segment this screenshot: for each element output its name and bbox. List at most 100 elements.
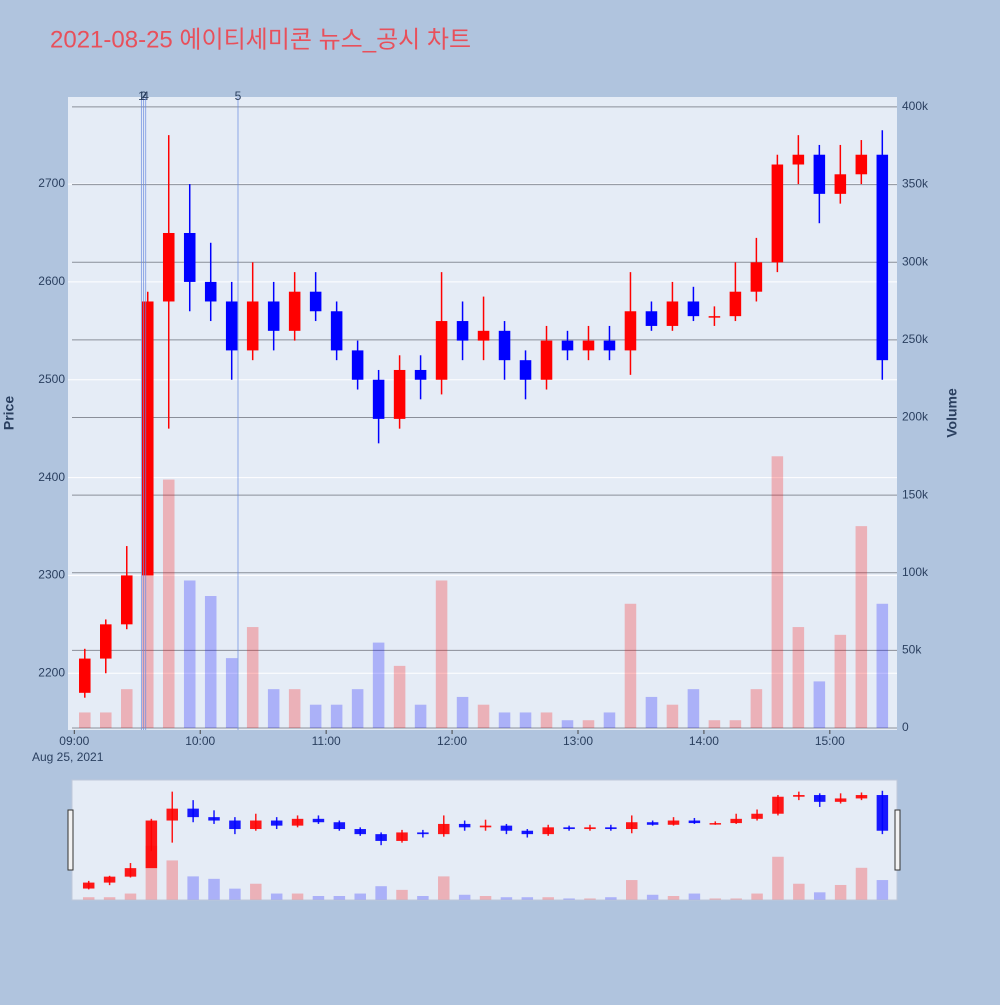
volume-bar <box>79 712 91 728</box>
slider-volume-bar <box>166 860 178 900</box>
candle-body <box>435 321 448 380</box>
candle-body <box>834 174 847 194</box>
candle-body <box>288 291 301 331</box>
volume-bar <box>813 681 826 728</box>
candle-body <box>225 301 238 351</box>
y2-tick-label: 300k <box>902 254 929 268</box>
x-tick-label: 15:00 <box>815 734 845 748</box>
slider-handle[interactable] <box>67 809 74 871</box>
candle-body <box>792 154 805 165</box>
volume-bar <box>204 596 217 728</box>
volume-bar <box>687 689 700 728</box>
y2-tick-label: 200k <box>902 410 929 424</box>
slider-candle-body <box>82 882 95 889</box>
slider-volume-bar <box>772 856 784 900</box>
volume-bar <box>309 704 322 728</box>
x-tick-label: 09:00 <box>59 734 89 748</box>
plot-area <box>68 97 897 730</box>
slider-volume-bar <box>124 893 137 900</box>
slider-candle-body <box>813 795 826 802</box>
slider-handle[interactable] <box>894 809 901 871</box>
volume-bar <box>792 627 805 728</box>
candle-body <box>79 658 91 693</box>
volume-bar <box>708 720 721 728</box>
candle-body <box>183 232 196 282</box>
volume-bar <box>100 712 112 728</box>
slider-volume-bar <box>876 880 889 900</box>
candle-body <box>687 301 700 317</box>
slider-candle-body <box>709 823 722 825</box>
slider-candle-body <box>751 813 763 819</box>
range-slider[interactable] <box>71 779 898 901</box>
candle-body <box>813 154 826 194</box>
y2-tick-label: 0 <box>902 720 909 734</box>
volume-bar <box>267 689 280 728</box>
candle-body <box>729 291 742 317</box>
candle-body <box>582 340 595 351</box>
slider-volume-bar <box>354 893 366 900</box>
slider-candle-body <box>291 818 304 826</box>
y2-tick-label: 350k <box>902 177 929 191</box>
slider-volume-bar <box>626 880 638 900</box>
slider-volume-bar <box>250 883 262 900</box>
volume-bar <box>624 603 637 728</box>
candle-body <box>855 154 868 175</box>
slider-volume-bar <box>312 896 325 900</box>
volume-bar <box>351 689 364 728</box>
slider-volume-bar <box>333 896 346 900</box>
slider-volume-bar <box>500 897 513 900</box>
volume-bar <box>288 689 301 728</box>
x-tick-label: 12:00 <box>437 734 467 748</box>
volume-bar <box>834 634 847 728</box>
slider-candle-body <box>208 817 220 821</box>
volume-bar <box>771 456 784 728</box>
y2-tick-label: 50k <box>902 643 922 657</box>
slider-candle-body <box>855 795 868 799</box>
candle-body <box>309 291 322 312</box>
event-label: 1 <box>138 89 145 103</box>
slider-volume-bar <box>730 898 742 900</box>
y2-tick-label: 150k <box>902 487 929 501</box>
volume-bar <box>603 712 616 728</box>
y-tick-label: 2700 <box>38 176 65 190</box>
slider-candle-body <box>145 820 158 869</box>
slider-volume-bar <box>751 893 763 900</box>
volume-bar <box>645 696 658 728</box>
candle-body <box>351 350 364 380</box>
slider-candle-body <box>354 829 366 835</box>
slider-volume-bar <box>667 896 680 900</box>
slider-candle-body <box>730 818 742 824</box>
slider-volume-bar <box>229 888 241 900</box>
volume-bar <box>582 720 595 728</box>
x-tick-label: 11:00 <box>312 734 341 748</box>
candle-body <box>876 154 889 361</box>
slider-volume-bar <box>605 897 617 900</box>
slider-volume-bar <box>542 897 554 900</box>
slider-volume-bar <box>793 883 805 900</box>
slider-volume-bar <box>291 893 304 900</box>
slider-volume-bar <box>187 876 199 900</box>
slider-volume-bar <box>709 898 722 900</box>
candle-body <box>519 360 532 380</box>
y-axis-title: Price <box>1 396 17 430</box>
volume-bar <box>540 712 553 728</box>
slider-candle-body <box>772 796 784 814</box>
event-label: 5 <box>235 89 242 103</box>
candle-body <box>246 301 259 351</box>
slider-candle-body <box>834 798 847 802</box>
x-tick-label: 14:00 <box>689 734 719 748</box>
volume-bar <box>225 658 238 728</box>
slider-candle-body <box>500 825 513 831</box>
volume-bar <box>183 580 196 728</box>
slider-candle-body <box>563 827 575 830</box>
slider-candle-body <box>417 832 429 835</box>
slider-candle-body <box>793 795 805 797</box>
slider-volume-bar <box>646 894 659 900</box>
slider-volume-bar <box>208 878 220 900</box>
slider-volume-bar <box>145 845 158 900</box>
x-tick-label: 10:00 <box>185 734 215 748</box>
y-tick-label: 2200 <box>38 665 65 679</box>
candle-body <box>477 330 490 341</box>
slider-candle-body <box>396 832 408 841</box>
slider-candle-body <box>646 822 659 825</box>
